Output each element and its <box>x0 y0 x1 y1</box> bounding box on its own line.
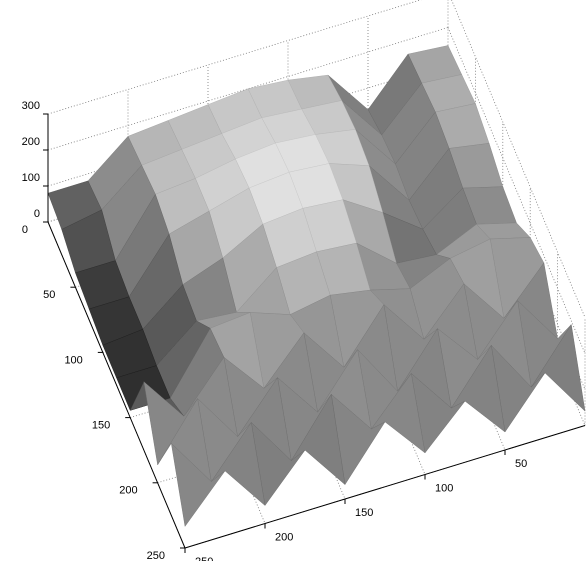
y-tick-label: 250 <box>147 550 165 561</box>
chart: 0 100 200 300 0 50 100 150 200 250 50 100 150 200 250 <box>0 0 588 561</box>
x-tick-label: 250 <box>195 556 213 561</box>
z-tick-label: 0 <box>34 208 40 220</box>
x-tick-label: 100 <box>435 482 453 494</box>
y-tick-label: 0 <box>22 224 28 236</box>
y-tick-label: 50 <box>43 289 55 301</box>
y-tick-label: 100 <box>64 354 82 366</box>
y-tick-label: 200 <box>119 485 137 497</box>
x-tick-label: 150 <box>355 507 373 519</box>
z-tick-label: 100 <box>22 172 40 184</box>
x-tick-label: 200 <box>275 531 293 543</box>
x-tick-label: 50 <box>515 458 527 470</box>
z-tick-label: 300 <box>22 100 40 112</box>
z-tick-label: 200 <box>22 136 40 148</box>
y-tick-label: 150 <box>92 420 110 432</box>
